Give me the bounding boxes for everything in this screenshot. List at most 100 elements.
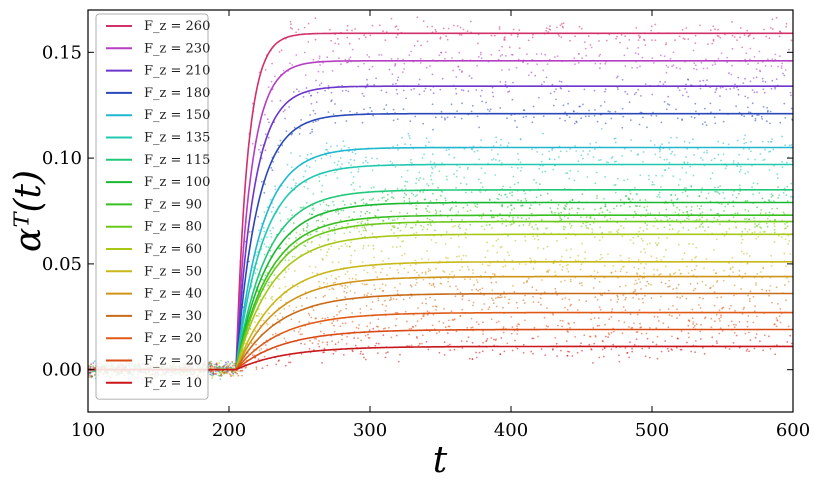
scatter-point: [743, 306, 745, 309]
scatter-point: [477, 42, 479, 45]
scatter-point: [414, 284, 417, 286]
scatter-point: [399, 264, 401, 266]
scatter-point: [517, 199, 519, 201]
scatter-point: [569, 256, 572, 259]
scatter-point: [718, 332, 721, 335]
scatter-point: [495, 141, 498, 144]
scatter-point: [533, 178, 535, 181]
scatter-point: [663, 226, 666, 229]
scatter-point: [601, 348, 604, 351]
scatter-point: [267, 284, 269, 287]
scatter-point: [713, 320, 716, 323]
scatter-point: [770, 87, 773, 90]
scatter-point: [600, 105, 602, 107]
scatter-point: [749, 339, 752, 341]
scatter-point: [366, 83, 369, 86]
scatter-point: [738, 170, 741, 173]
scatter-point: [663, 100, 666, 103]
scatter-point: [345, 89, 347, 92]
scatter-point: [382, 219, 384, 222]
x-tick-label: 500: [635, 420, 669, 441]
scatter-point: [668, 217, 671, 220]
scatter-point: [785, 161, 788, 164]
scatter-point: [482, 321, 484, 324]
scatter-point: [391, 73, 394, 76]
scatter-point: [645, 209, 648, 212]
scatter-point: [491, 159, 493, 161]
scatter-point: [501, 222, 504, 225]
scatter-point: [281, 144, 284, 147]
scatter-point: [596, 197, 598, 200]
scatter-point: [650, 29, 653, 32]
scatter-point: [379, 271, 382, 274]
scatter-point: [517, 58, 520, 61]
scatter-point: [506, 196, 509, 199]
scatter-point: [599, 258, 601, 261]
scatter-point: [510, 208, 513, 211]
scatter-point: [491, 227, 493, 230]
scatter-point: [343, 232, 346, 235]
scatter-point: [714, 122, 717, 125]
scatter-point: [757, 114, 760, 116]
scatter-point: [563, 228, 565, 231]
scatter-point: [621, 154, 624, 157]
scatter-point: [269, 198, 272, 201]
scatter-point: [318, 55, 321, 58]
scatter-point: [664, 282, 667, 285]
scatter-point: [232, 364, 235, 367]
scatter-point: [738, 274, 741, 276]
scatter-point: [549, 25, 551, 27]
scatter-point: [632, 242, 635, 245]
scatter-point: [453, 173, 455, 176]
scatter-point: [735, 196, 738, 199]
scatter-point: [274, 332, 277, 335]
scatter-point: [644, 44, 647, 46]
scatter-point: [263, 253, 266, 256]
scatter-point: [688, 320, 691, 323]
scatter-point: [262, 226, 265, 229]
scatter-point: [212, 372, 215, 375]
scatter-point: [505, 219, 507, 221]
scatter-point: [429, 222, 432, 225]
scatter-point: [628, 205, 631, 208]
scatter-point: [318, 84, 321, 87]
scatter-point: [547, 31, 550, 33]
scatter-point: [274, 75, 276, 78]
scatter-point: [287, 218, 289, 221]
scatter-point: [399, 353, 401, 356]
scatter-point: [712, 269, 715, 271]
scatter-point: [271, 298, 274, 301]
scatter-point: [306, 241, 309, 244]
scatter-point: [211, 377, 213, 379]
scatter-point: [570, 224, 573, 227]
scatter-point: [559, 215, 561, 218]
scatter-point: [413, 269, 416, 272]
scatter-point: [681, 28, 684, 31]
scatter-point: [705, 258, 708, 260]
scatter-point: [635, 91, 637, 94]
scatter-point: [589, 223, 591, 226]
scatter-point: [714, 28, 716, 31]
scatter-point: [740, 288, 742, 290]
scatter-point: [370, 110, 373, 113]
scatter-point: [691, 317, 694, 320]
scatter-point: [719, 86, 722, 89]
scatter-point: [600, 207, 602, 209]
scatter-point: [327, 233, 329, 236]
scatter-point: [779, 30, 781, 33]
scatter-point: [624, 195, 627, 198]
scatter-point: [482, 341, 484, 344]
scatter-point: [588, 150, 591, 152]
scatter-point: [643, 272, 645, 275]
scatter-point: [616, 294, 619, 297]
scatter-point: [386, 351, 389, 354]
scatter-point: [632, 296, 634, 299]
scatter-point: [504, 83, 507, 86]
scatter-point: [683, 140, 686, 143]
scatter-point: [431, 73, 434, 76]
scatter-point: [309, 339, 311, 342]
scatter-point: [381, 191, 384, 194]
scatter-point: [401, 254, 404, 257]
scatter-point: [366, 54, 369, 56]
scatter-point: [241, 374, 243, 377]
